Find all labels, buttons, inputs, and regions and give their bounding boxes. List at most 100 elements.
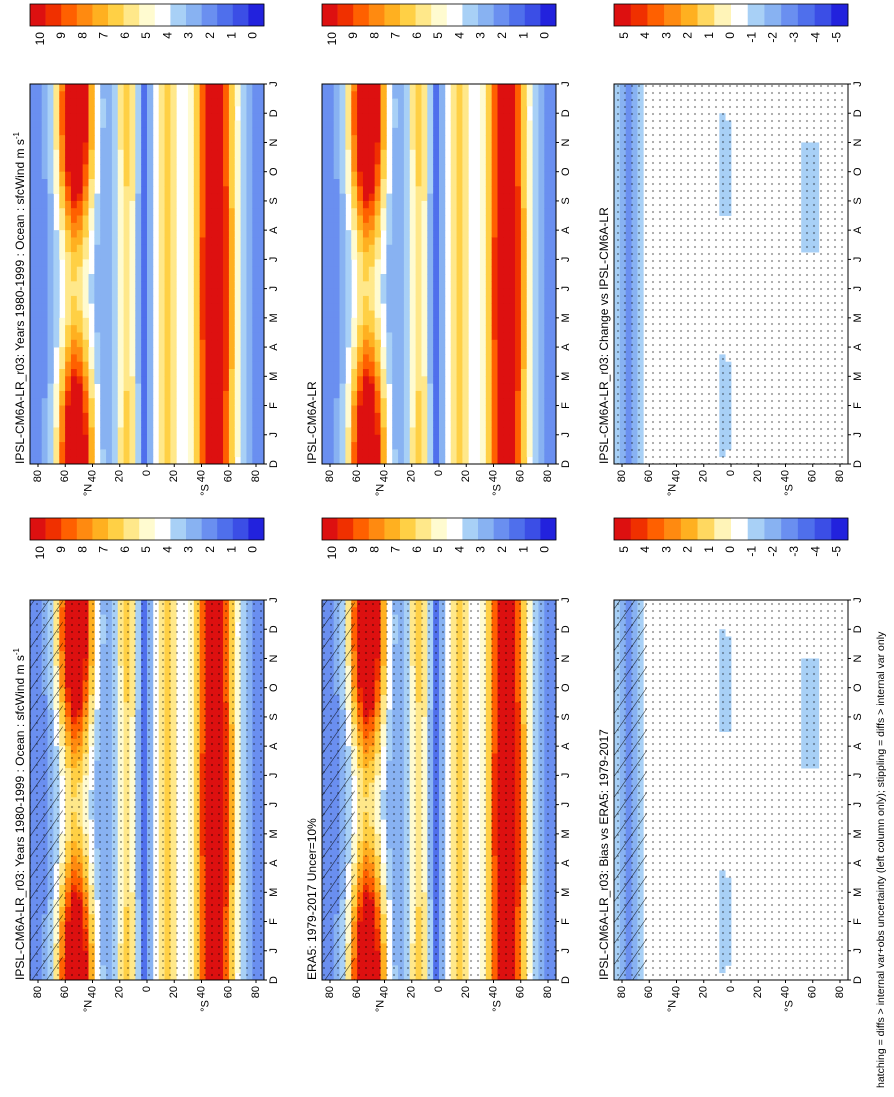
heatmap-cell (141, 230, 148, 238)
heatmap-cell (258, 157, 265, 165)
heatmap-cell (106, 266, 113, 275)
heatmap-cell (135, 427, 142, 436)
heatmap-cell (41, 84, 48, 92)
heatmap-cell (193, 449, 201, 458)
heatmap-cell (246, 215, 253, 224)
heatmap-cell (35, 398, 43, 406)
heatmap-cell (70, 164, 78, 173)
heatmap-cell (252, 259, 259, 268)
heatmap-cell (123, 398, 130, 406)
heatmap-cell (240, 325, 247, 333)
heatmap-cell (88, 200, 95, 209)
heatmap-cell (258, 295, 265, 304)
heatmap-cell (187, 142, 195, 151)
heatmap-cell (234, 449, 241, 458)
heatmap-cell (217, 208, 224, 216)
heatmap-cell (106, 427, 113, 436)
heatmap-cell (199, 442, 206, 450)
heatmap-cell (187, 127, 195, 136)
heatmap-cell (35, 390, 43, 399)
heatmap-cell (47, 442, 54, 450)
heatmap-cell (117, 295, 124, 304)
colorbar-label: 0 (246, 546, 260, 553)
heatmap-cell (252, 142, 259, 151)
heatmap-cell (100, 434, 107, 443)
heatmap-cell (129, 120, 136, 129)
heatmap-cell (211, 383, 218, 392)
heatmap-cell (47, 420, 54, 428)
heatmap-cell (199, 303, 206, 311)
heatmap-cell (65, 361, 72, 370)
heatmap-cell (252, 390, 259, 399)
heatmap-cell (47, 376, 54, 385)
heatmap-cell (100, 142, 107, 151)
heatmap-cell (30, 332, 37, 341)
heatmap-cell (30, 456, 37, 465)
heatmap-cell (223, 281, 230, 290)
heatmap-cell (100, 317, 107, 326)
heatmap-cell (35, 405, 43, 414)
heatmap-cell (41, 98, 48, 107)
heatmap-cell (187, 405, 195, 414)
heatmap-cell (94, 361, 101, 370)
heatmap-cell (217, 135, 224, 143)
heatmap-cell (111, 354, 119, 363)
heatmap-cell (88, 288, 95, 297)
heatmap-cell (147, 252, 154, 260)
heatmap-cell (164, 281, 171, 290)
heatmap-cell (170, 354, 177, 363)
heatmap-cell (187, 317, 195, 326)
heatmap-cell (47, 317, 54, 326)
heatmap-cell (199, 215, 206, 224)
colorbar-label: 6 (410, 546, 424, 553)
heatmap-cell (228, 120, 236, 129)
heatmap-cell (117, 157, 124, 165)
heatmap-cell (100, 252, 107, 260)
heatmap-cell (158, 98, 165, 107)
heatmap-cell (30, 376, 37, 385)
heatmap-cell (246, 157, 253, 165)
heatmap-cell (129, 361, 136, 370)
heatmap-cell (82, 113, 89, 121)
heatmap-cell (135, 332, 142, 341)
heatmap-cell (94, 230, 101, 238)
heatmap-cell (205, 405, 212, 414)
heatmap-cell (129, 179, 136, 187)
heatmap-cell (59, 105, 66, 114)
heatmap-cell (117, 456, 124, 465)
heatmap-cell (53, 84, 60, 92)
heatmap-cell (234, 266, 241, 275)
heatmap-cell (65, 339, 72, 348)
heatmap-cell (205, 244, 212, 253)
heatmap-cell (47, 120, 54, 129)
heatmap-cell (82, 288, 89, 297)
heatmap-cell (193, 259, 201, 268)
heatmap-cell (82, 383, 89, 392)
heatmap-cell (53, 157, 60, 165)
heatmap-cell (82, 157, 89, 165)
heatmap-cell (199, 288, 206, 297)
heatmap-cell (59, 361, 66, 370)
heatmap-cell (59, 157, 66, 165)
heatmap-cell (65, 405, 72, 414)
heatmap-cell (258, 244, 265, 253)
lat-tick-label: 80 (250, 986, 262, 998)
colorbar-label: 0 (246, 32, 260, 39)
lat-tick-label: 40 (86, 986, 98, 998)
heatmap-cell (94, 288, 101, 297)
heatmap-cell (223, 456, 230, 465)
heatmap-cell (94, 295, 101, 304)
heatmap-cell (88, 427, 95, 436)
heatmap-cell (223, 186, 230, 195)
heatmap-cell (141, 142, 148, 151)
heatmap-cell (211, 120, 218, 129)
heatmap-cell (106, 127, 113, 136)
heatmap-cell (252, 303, 259, 311)
heatmap-cell (147, 164, 154, 173)
heatmap-cell (47, 171, 54, 180)
heatmap-cell (65, 222, 72, 231)
heatmap-cell (123, 427, 130, 436)
heatmap-cell (35, 442, 43, 450)
heatmap-cell (252, 127, 259, 136)
heatmap-cell (228, 84, 236, 92)
